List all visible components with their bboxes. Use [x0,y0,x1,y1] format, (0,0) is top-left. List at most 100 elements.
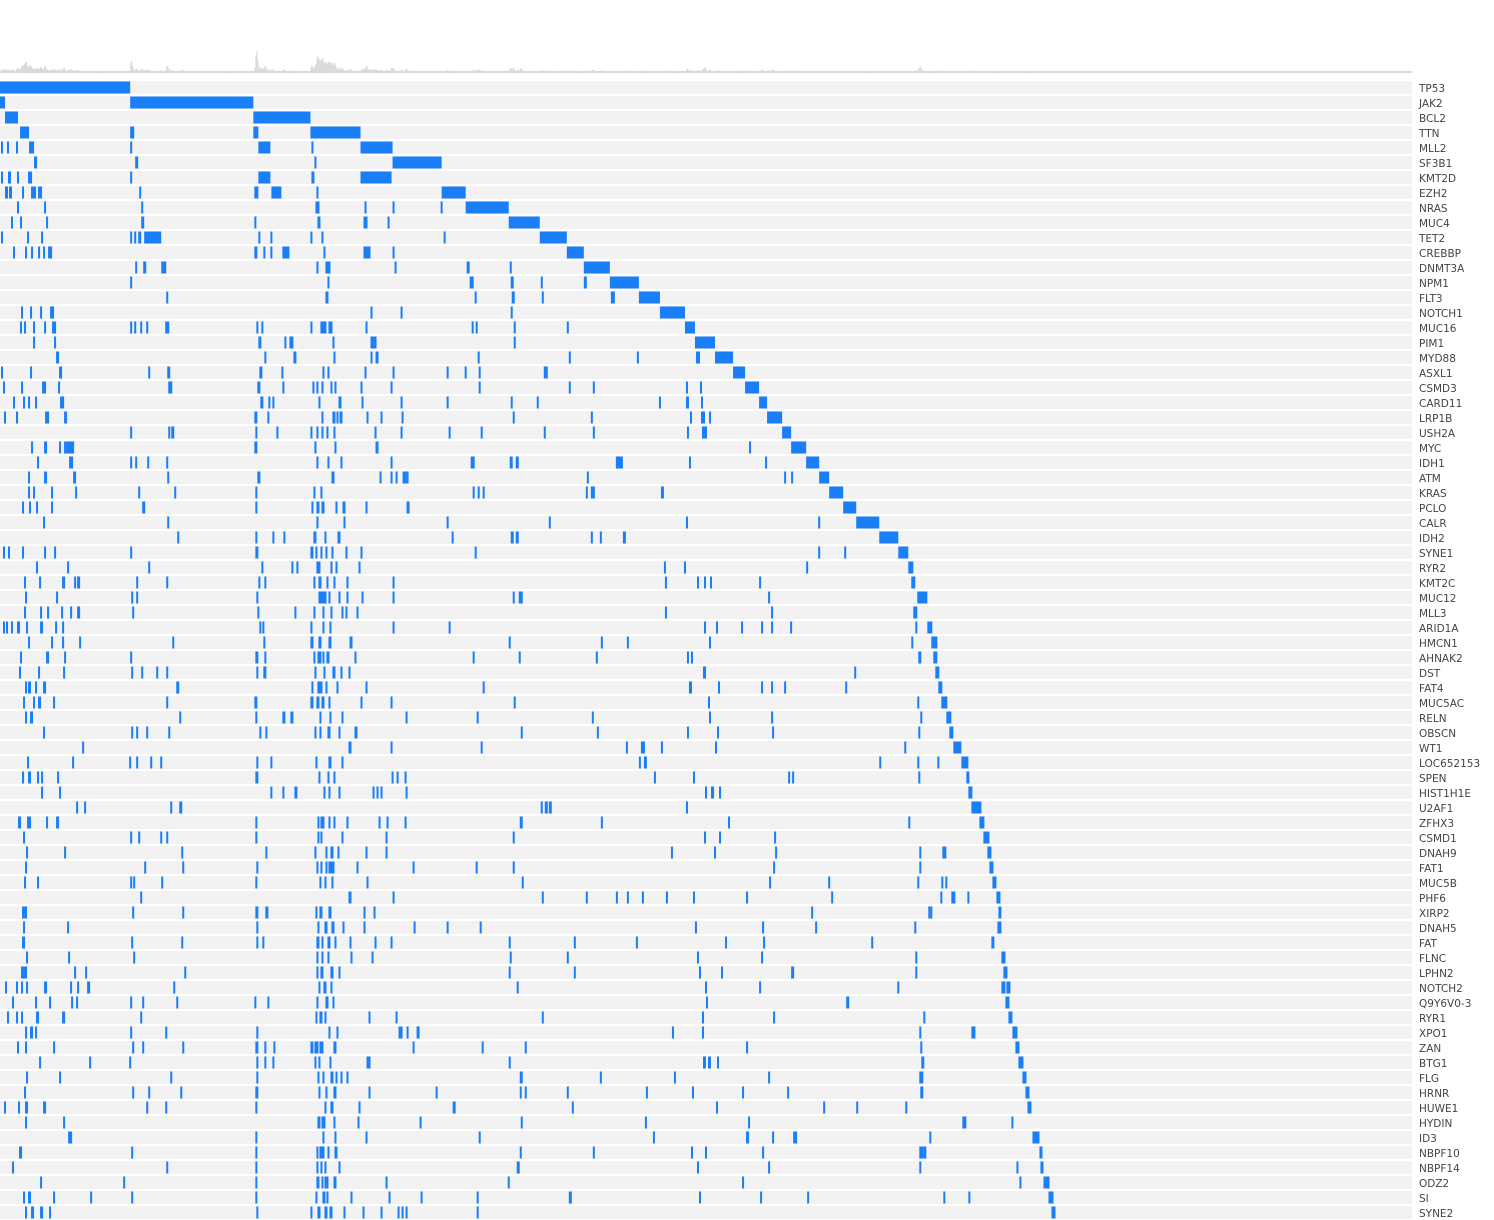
sample-count-bar [437,72,439,73]
sample-count-bar [581,72,583,73]
mutation-cell [271,186,282,199]
sample-count-bar [136,68,138,73]
sample-count-bar [244,72,246,73]
mutation-cell [360,546,363,559]
sample-count-bar [856,71,858,73]
mutation-cell [915,966,918,979]
mutation-cell [474,546,477,559]
sample-count-bar [20,68,22,73]
mutation-cell [330,1071,334,1084]
mutation-cell [327,456,330,469]
sample-count-bar [240,72,242,73]
mutation-cell [1006,981,1011,994]
mutation-cell [385,1176,388,1189]
mutation-cell [64,846,67,859]
sample-count-bar [480,70,482,73]
mutation-cell [320,486,323,499]
sample-count-bar [124,71,126,73]
sample-count-bar [716,70,718,73]
sample-count-bar [747,70,749,73]
sample-count-bar [60,69,62,73]
mutation-cell [330,981,333,994]
sample-count-bar [506,72,508,73]
mutation-cell [846,996,850,1009]
mutation-cell [56,591,59,604]
mutation-cell [255,771,259,784]
sample-count-bar [801,72,803,73]
sample-count-bar [74,70,76,73]
sample-count-bar [208,72,210,73]
sample-count-bar [63,68,65,73]
mutation-cell [328,816,331,829]
sample-count-bar [417,71,419,73]
mutation-cell [254,996,257,1009]
mutation-cell [380,1206,383,1219]
sample-count-bar [298,72,300,73]
sample-count-bar [282,69,284,73]
sample-count-bar [800,72,802,73]
sample-count-bar [349,69,351,73]
mutation-cell [705,786,707,799]
sample-count-bar [733,72,735,73]
sample-count-bar [537,71,539,73]
mutation-cell [182,906,185,919]
sample-count-bar [19,69,21,73]
sample-count-bar [358,70,360,73]
sample-count-bar [972,71,974,73]
mutation-cell [1040,1161,1044,1174]
sample-count-bar [722,71,724,73]
mutation-cell [26,1071,29,1084]
row-background [0,471,1412,484]
mutation-cell [508,636,511,649]
row-background [0,411,1412,424]
sample-count-bar [666,71,668,73]
sample-count-bar [299,72,301,73]
gene-label: NBPF10 [1419,1148,1460,1160]
mutation-cell [465,201,509,214]
sample-count-bar [768,70,770,73]
mutation-cell [356,606,359,619]
sample-count-bar [223,72,225,73]
sample-count-bar [390,68,392,73]
mutation-cell [255,831,258,844]
sample-count-bar [632,72,634,73]
mutation-cell [28,636,31,649]
mutation-cell [276,426,279,439]
sample-count-bar [934,71,936,73]
sample-count-bar [807,71,809,73]
mutation-cell [328,321,333,334]
mutation-cell [708,696,710,709]
mutation-cell [708,1056,711,1069]
mutation-cell [320,861,323,874]
sample-count-bar [147,69,149,73]
mutation-cell [22,501,25,514]
sample-count-bar [584,71,586,73]
sample-count-bar [898,71,900,73]
sample-count-bar [878,72,880,73]
mutation-cell [398,1026,403,1039]
mutation-cell [946,711,952,724]
sample-count-bar [314,65,316,73]
sample-count-bar [209,72,211,73]
sample-count-bar [468,71,470,73]
mutation-cell [310,621,313,634]
mutation-cell [144,861,147,874]
sample-count-bar [367,69,369,73]
sample-count-bar [843,72,845,73]
sample-count-bar [669,72,671,73]
gene-label: LPHN2 [1419,968,1454,980]
mutation-cell [475,861,478,874]
sample-count-bar [348,70,350,73]
mutation-cell [540,276,543,289]
mutation-cell [326,651,330,664]
mutation-cell [971,1026,976,1039]
mutation-cell [573,966,576,979]
sample-count-bar [865,72,867,73]
mutation-cell [400,396,403,409]
row-background [0,501,1412,514]
sample-count-bar [297,71,299,73]
mutation-cell [370,306,373,319]
gene-label: HIST1H1E [1419,788,1471,800]
sample-count-bar [639,71,641,73]
mutation-cell [165,321,170,334]
